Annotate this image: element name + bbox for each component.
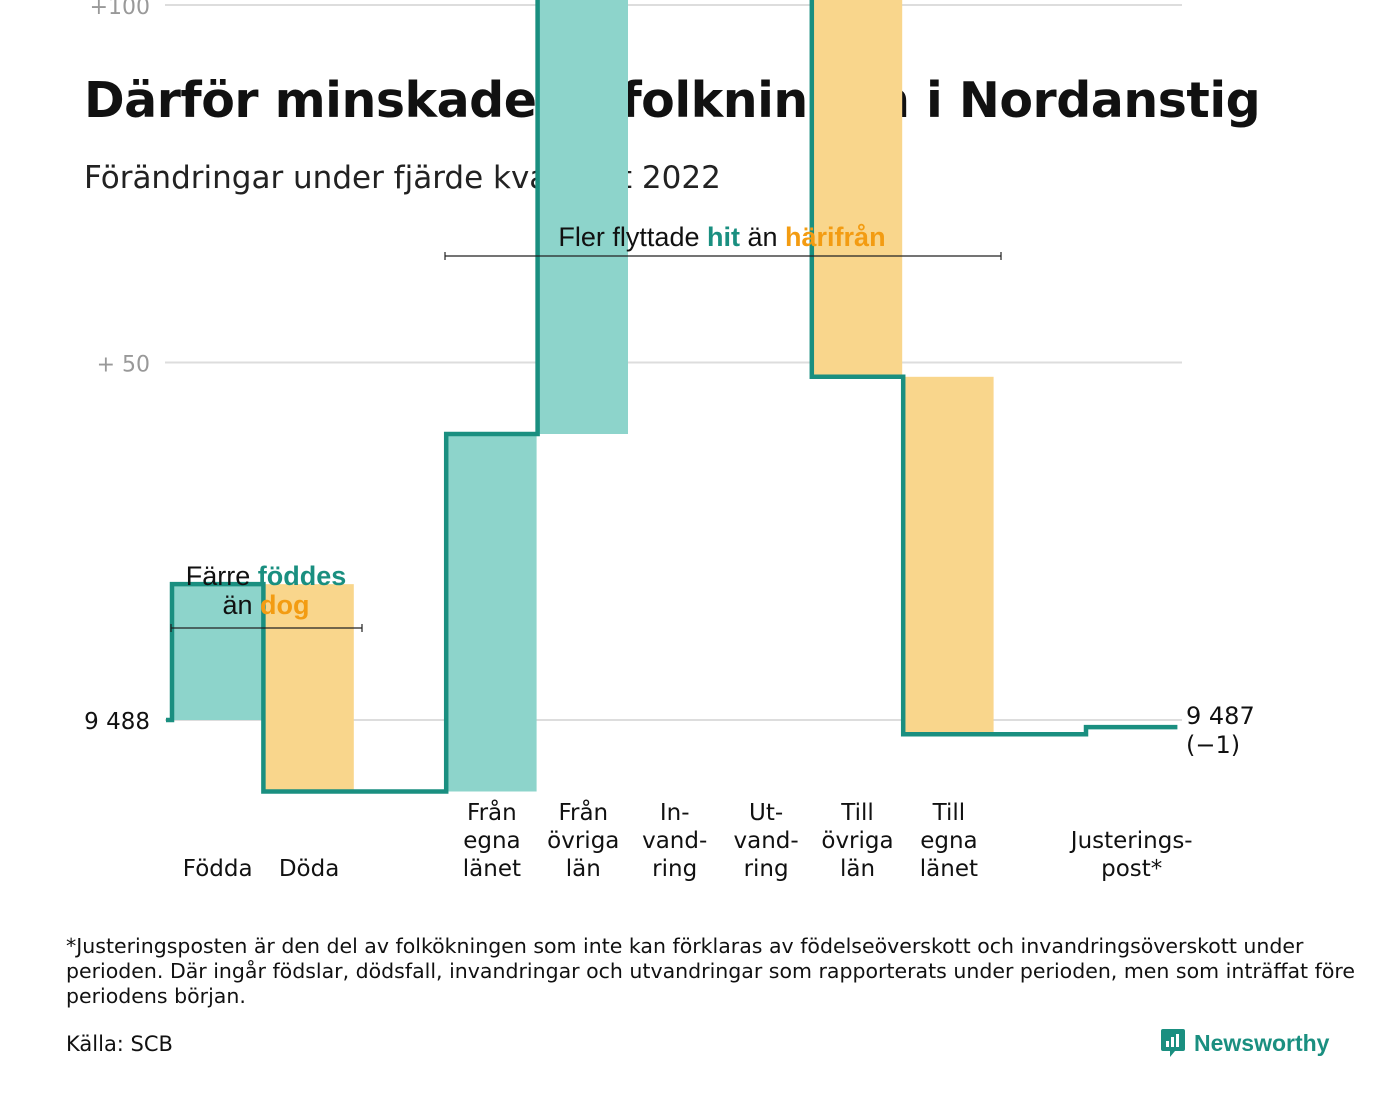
annotation-deaths-prefix: än — [222, 590, 260, 620]
end-value-label: 9 487 — [1186, 702, 1255, 730]
category-label: län — [566, 856, 601, 882]
category-label: övriga — [821, 828, 893, 854]
annotation-births-prefix: Färre — [186, 561, 258, 591]
category-label: Till — [840, 800, 874, 826]
annotation-migration-harifran: härifrån — [785, 222, 886, 252]
cumulative-step-line — [166, 0, 1178, 794]
bar-outflow — [264, 584, 354, 792]
category-label: egna — [920, 828, 977, 854]
category-label: Från — [558, 798, 608, 826]
category-label: vand- — [642, 828, 707, 854]
source-label: Källa: SCB — [66, 1032, 173, 1056]
category-label: ring — [652, 856, 697, 882]
annotation-deaths-highlight: dog — [260, 590, 309, 620]
annotation-births-line1: Färre föddes — [186, 561, 347, 591]
brand-logo: Newsworthy — [1160, 1027, 1329, 1059]
bar-inflow — [173, 584, 263, 720]
annotation-migration-bracket — [444, 252, 1002, 260]
end-change-label: (−1) — [1186, 731, 1240, 759]
category-label: Till — [932, 800, 966, 826]
brand-name: Newsworthy — [1194, 1029, 1330, 1056]
category-label: Justerings- — [1069, 828, 1193, 854]
category-label: Ut- — [749, 800, 783, 826]
bar-outflow — [904, 376, 994, 735]
category-label: post* — [1101, 856, 1162, 882]
category-label: Födda — [183, 856, 253, 882]
bar-inflow — [538, 0, 628, 434]
bar-inflow — [447, 434, 537, 792]
annotation-births-line2: än dog — [222, 590, 309, 620]
category-label: övriga — [547, 828, 619, 854]
category-label: länet — [920, 856, 978, 882]
category-label: Från — [467, 798, 517, 826]
category-label: länet — [463, 856, 521, 882]
y-tick-label: +100 — [90, 0, 150, 20]
annotation-births-bracket — [170, 624, 363, 632]
category-label: Döda — [279, 856, 339, 882]
category-label: egna — [463, 828, 520, 854]
annotation-migration-prefix: Fler flyttade — [558, 222, 707, 252]
category-label: ring — [744, 856, 789, 882]
annotation-births-highlight: föddes — [258, 561, 347, 591]
category-label: vand- — [734, 828, 799, 854]
annotation-migration-hit: hit — [707, 222, 740, 252]
y-tick-label: + 50 — [97, 353, 150, 378]
annotation-migration-middle: än — [740, 222, 785, 252]
newsworthy-logo-icon — [1161, 1029, 1185, 1057]
footnote: *Justeringsposten är den del av folkökni… — [66, 934, 1355, 1008]
start-value-label: 9 488 — [84, 709, 150, 735]
chart-title: Därför minskade befolkningen i Nordansti… — [84, 72, 1261, 129]
category-label: län — [840, 856, 875, 882]
annotation-migration: Fler flyttade hit än härifrån — [558, 222, 885, 252]
bar-outflow — [812, 0, 903, 377]
category-label: In- — [660, 800, 690, 826]
